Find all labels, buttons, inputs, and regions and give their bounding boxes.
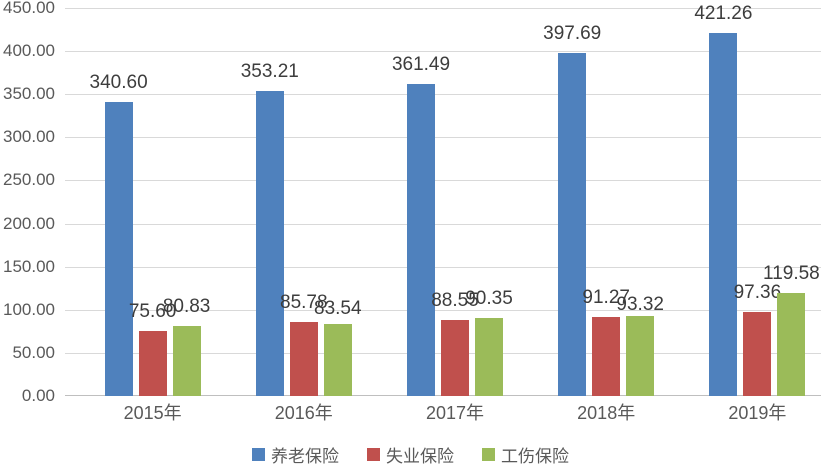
data-label-pension-insurance-4: 397.69	[543, 23, 602, 45]
y-tick-label: 150.00	[3, 256, 55, 276]
gridline	[65, 180, 821, 182]
gridline	[65, 94, 821, 96]
bar-work-injury-insurance-4	[626, 315, 655, 396]
data-label-unemployment-insurance-5: 97.36	[733, 282, 782, 304]
bar-unemployment-insurance-4	[592, 317, 621, 396]
y-axis: 0.00 50.00 100.00 150.00 200.00 250.00 300.00 3…	[0, 0, 55, 405]
legend-swatch-work-injury-insurance	[482, 448, 495, 461]
gridline	[65, 137, 821, 139]
data-label-unemployment-insurance-3: 88.55	[431, 289, 479, 311]
x-axis-label-4: 2018年	[577, 403, 636, 423]
data-label-work-injury-insurance-5: 119.58	[763, 262, 820, 284]
bar-unemployment-insurance-5	[743, 312, 772, 396]
bar-pension-insurance-4	[558, 53, 587, 396]
y-tick-label: 0.00	[21, 386, 55, 405]
bar-pension-insurance-5	[709, 32, 738, 396]
y-tick-label: 200.00	[3, 213, 55, 233]
data-label-unemployment-insurance-1: 75.60	[128, 300, 177, 322]
data-label-pension-insurance-2: 353.21	[240, 61, 299, 83]
bar-pension-insurance-1	[104, 102, 133, 396]
data-label-work-injury-insurance-2: 83.54	[314, 297, 362, 319]
y-tick-label: 450.00	[3, 0, 55, 17]
y-tick-label: 350.00	[3, 84, 55, 104]
y-tick-label: 300.00	[3, 127, 55, 147]
data-label-pension-insurance-5: 421.26	[694, 2, 753, 24]
bar-unemployment-insurance-2	[289, 322, 318, 396]
y-tick-label: 250.00	[3, 170, 55, 190]
legend-label-work-injury-insurance: 工伤保险	[501, 447, 569, 466]
gridline	[65, 309, 821, 311]
legend-item-work-injury-insurance: 工伤保险	[482, 442, 569, 467]
plot-area: 340.60 75.60 80.83 353.21 85.78 83.54 361.49 88…	[65, 3, 821, 396]
data-label-work-injury-insurance-1: 80.83	[162, 296, 211, 318]
legend-swatch-pension-insurance	[252, 448, 265, 461]
y-tick-label: 50.00	[12, 342, 55, 362]
gridline	[65, 223, 821, 225]
legend-item-pension-insurance: 养老保险	[252, 442, 339, 467]
data-label-pension-insurance-3: 361.49	[391, 54, 451, 76]
bar-unemployment-insurance-3	[441, 319, 469, 396]
y-tick-label: 400.00	[3, 41, 55, 61]
x-axis-label-3: 2017年	[425, 403, 484, 423]
y-tick-label: 100.00	[3, 299, 55, 319]
bar-work-injury-insurance-2	[323, 323, 352, 396]
data-label-work-injury-insurance-4: 93.32	[616, 293, 664, 315]
data-label-pension-insurance-1: 340.60	[89, 72, 148, 94]
bar-work-injury-insurance-1	[172, 326, 201, 396]
legend-label-unemployment-insurance: 失业保险	[386, 447, 454, 466]
bar-work-injury-insurance-3	[475, 318, 503, 396]
gridline	[65, 51, 821, 53]
gridline	[65, 8, 821, 9]
legend-swatch-unemployment-insurance	[367, 448, 380, 461]
data-label-work-injury-insurance-3: 90.35	[465, 288, 513, 310]
x-axis-label-1: 2015年	[123, 403, 182, 423]
bar-unemployment-insurance-1	[138, 330, 167, 396]
gridline	[65, 266, 821, 268]
bar-pension-insurance-3	[407, 84, 435, 396]
legend-item-unemployment-insurance: 失业保险	[367, 442, 454, 467]
legend: 养老保险 失业保险 工伤保险	[0, 442, 821, 467]
data-label-unemployment-insurance-2: 85.78	[280, 292, 328, 314]
data-label-unemployment-insurance-4: 91.27	[582, 287, 630, 309]
bar-pension-insurance-2	[255, 91, 284, 396]
bar-work-injury-insurance-5	[777, 292, 806, 396]
x-axis-label-2: 2016年	[274, 403, 333, 423]
x-axis-label-5: 2019年	[728, 403, 787, 423]
legend-label-pension-insurance: 养老保险	[271, 447, 339, 466]
